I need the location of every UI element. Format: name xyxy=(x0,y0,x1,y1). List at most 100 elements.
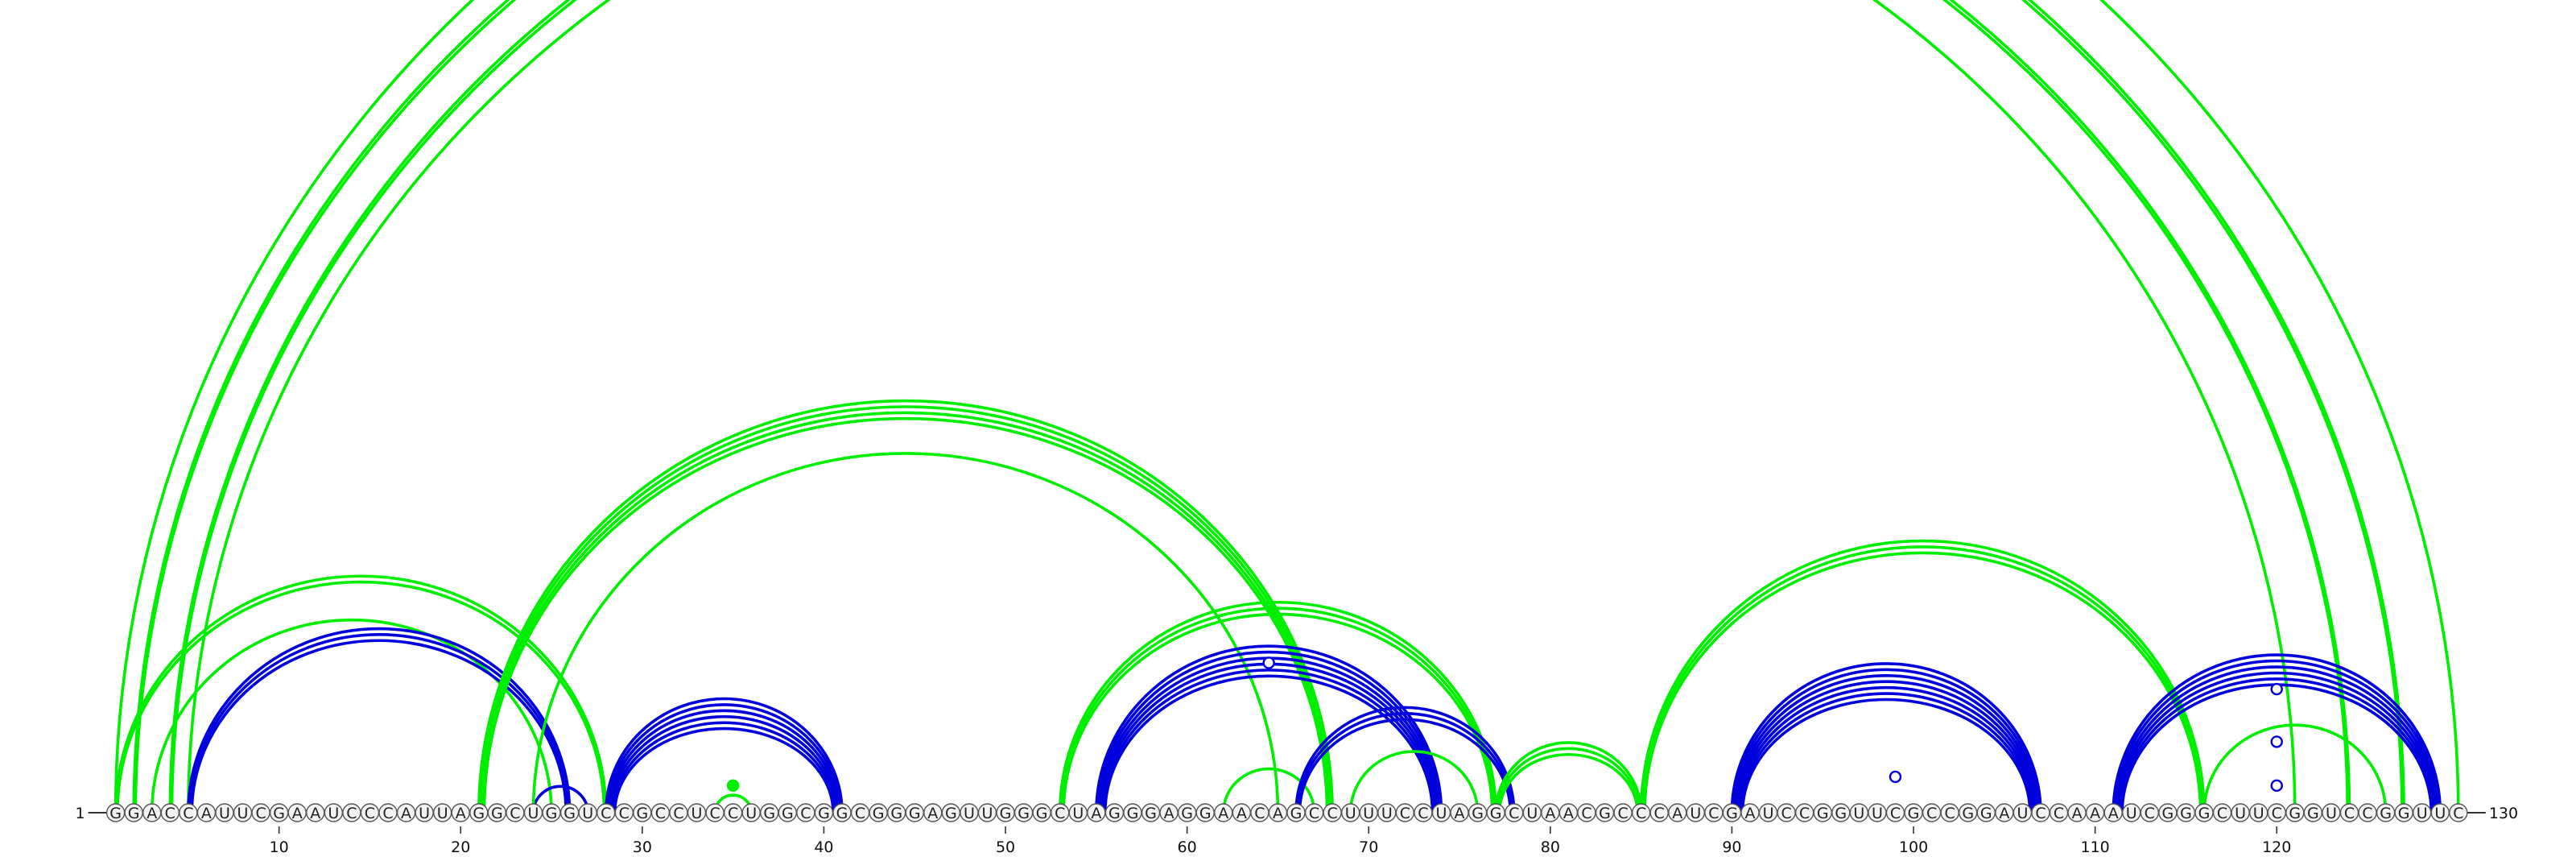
nucleotide-letter: C xyxy=(1926,805,1937,822)
nucleotide-3: A xyxy=(142,803,162,822)
nucleotide-83: G xyxy=(1595,803,1615,822)
nucleotide-4: C xyxy=(160,803,180,822)
nucleotide-57: G xyxy=(1123,803,1142,822)
nucleotide-110: A xyxy=(2085,803,2105,822)
nucleotide-letter: G xyxy=(1036,805,1048,822)
nucleotide-48: U xyxy=(960,803,979,822)
nucleotide-letter: C xyxy=(619,805,630,822)
nucleotide-125: C xyxy=(2358,803,2377,822)
nucleotide-117: C xyxy=(2212,803,2232,822)
nucleotide-61: G xyxy=(1195,803,1215,822)
nucleotide-letter: U xyxy=(1853,805,1864,822)
nucleotide-55: A xyxy=(1087,803,1106,822)
pair-arc-53-77-2 xyxy=(1060,607,1496,814)
nucleotide-113: C xyxy=(2140,803,2160,822)
nucleotide-39: C xyxy=(796,803,815,822)
arc-marker-3 xyxy=(726,779,740,793)
nucleotide-letter: U xyxy=(2417,805,2428,822)
nucleotide-letter: C xyxy=(1890,805,1901,822)
nucleotide-letter: U xyxy=(1072,805,1084,822)
nucleotide-letter: C xyxy=(1781,805,1791,822)
nucleotide-letter: C xyxy=(1309,805,1319,822)
nucleotide-107: C xyxy=(2031,803,2050,822)
nucleotide-103: G xyxy=(1959,803,1978,822)
arc-marker-7 xyxy=(2270,779,2283,793)
nucleotide-letter: C xyxy=(1418,805,1428,822)
nucleotide-10: G xyxy=(269,803,289,822)
nucleotide-102: C xyxy=(1940,803,1959,822)
pair-arc-28-41-4 xyxy=(609,715,839,814)
pair-arc-4-124-2 xyxy=(170,0,2350,814)
pair-arc-111-129-4 xyxy=(2117,671,2437,814)
base-pair-arcs xyxy=(114,0,2460,814)
nucleotide-12: A xyxy=(306,803,325,822)
nucleotide-letter: U xyxy=(691,805,703,822)
nucleotide-71: U xyxy=(1377,803,1397,822)
nucleotide-54: U xyxy=(1068,803,1088,822)
nucleotide-63: A xyxy=(1232,803,1252,822)
nucleotide-24: U xyxy=(523,803,543,822)
nucleotide-letter: U xyxy=(745,805,757,822)
nucleotide-124: C xyxy=(2339,803,2359,822)
nucleotide-letter: U xyxy=(1526,805,1538,822)
nucleotide-letter: A xyxy=(1545,805,1555,822)
pair-arc-90-107-6 xyxy=(1739,692,2033,814)
nucleotide-2: G xyxy=(124,803,143,822)
nucleotide-letter: G xyxy=(2380,805,2392,822)
nucleotide-letter: C xyxy=(510,805,520,822)
nucleotide-30: G xyxy=(633,803,652,822)
pair-arc-2-127-1 xyxy=(132,0,2405,814)
nucleotide-letter: C xyxy=(1945,805,1955,822)
nucleotide-33: U xyxy=(687,803,707,822)
nucleotide-27: U xyxy=(578,803,597,822)
nucleotide-94: C xyxy=(1794,803,1814,822)
pair-arc-111-129-3 xyxy=(2115,665,2438,814)
nucleotide-letter: A xyxy=(927,805,938,822)
nucleotide-121: G xyxy=(2285,803,2305,822)
nucleotide-64: C xyxy=(1250,803,1269,822)
nucleotide-15: C xyxy=(360,803,380,822)
nucleotide-letter: U xyxy=(2235,805,2246,822)
nucleotide-letter: U xyxy=(2326,805,2337,822)
nucleotide-9: C xyxy=(251,803,270,822)
pair-arc-111-129-5 xyxy=(2119,677,2435,814)
nucleotide-letter: A xyxy=(2090,805,2100,822)
pair-arc-1-28-2 xyxy=(116,580,606,814)
nucleotide-51: G xyxy=(1013,803,1034,822)
nucleotide-letter: C xyxy=(655,805,666,822)
tick-label-60: 60 xyxy=(1178,838,1197,856)
pair-arc-3-25-1 xyxy=(150,618,553,814)
nucleotide-115: G xyxy=(2176,803,2196,822)
pair-arc-53-77-1 xyxy=(1058,601,1497,814)
pair-arc-1-28-1 xyxy=(114,574,608,814)
pair-arc-21-68-2 xyxy=(479,405,1332,814)
nucleotide-letter: U xyxy=(1763,805,1774,822)
nucleotide-17: A xyxy=(396,803,416,822)
tick-label-10: 10 xyxy=(270,838,289,856)
nucleotide-28: C xyxy=(597,803,616,822)
nucleotide-letter: G xyxy=(1490,805,1502,822)
arc-marker-5 xyxy=(2270,682,2283,696)
nucleotide-73: C xyxy=(1414,803,1433,822)
nucleotide-letter: G xyxy=(818,805,830,822)
nucleotide-letter: G xyxy=(1835,805,1847,822)
nucleotide-114: G xyxy=(2158,803,2178,822)
nucleotide-letter: G xyxy=(873,805,885,822)
nucleotide-letter: G xyxy=(2398,805,2410,822)
nucleotide-99: C xyxy=(1885,803,1905,822)
nucleotide-letter: U xyxy=(582,805,593,822)
sequence-end-label: 130 xyxy=(2489,805,2518,822)
nucleotide-1: G xyxy=(105,803,126,822)
pair-arc-111-129-2 xyxy=(2113,659,2440,814)
nucleotide-130: C xyxy=(2449,803,2468,822)
nucleotide-letter: A xyxy=(147,805,157,822)
nucleotide-122: G xyxy=(2303,803,2323,822)
nucleotide-letter: G xyxy=(1599,805,1611,822)
pair-arc-21-68-4 xyxy=(482,416,1329,814)
nucleotide-45: G xyxy=(905,803,924,822)
nucleotide-letter: G xyxy=(1000,805,1012,822)
nucleotide-letter: G xyxy=(836,805,848,822)
nucleotide-letter: G xyxy=(636,805,648,822)
nucleotide-letter: G xyxy=(1962,805,1974,822)
nucleotide-letter: C xyxy=(165,805,175,822)
